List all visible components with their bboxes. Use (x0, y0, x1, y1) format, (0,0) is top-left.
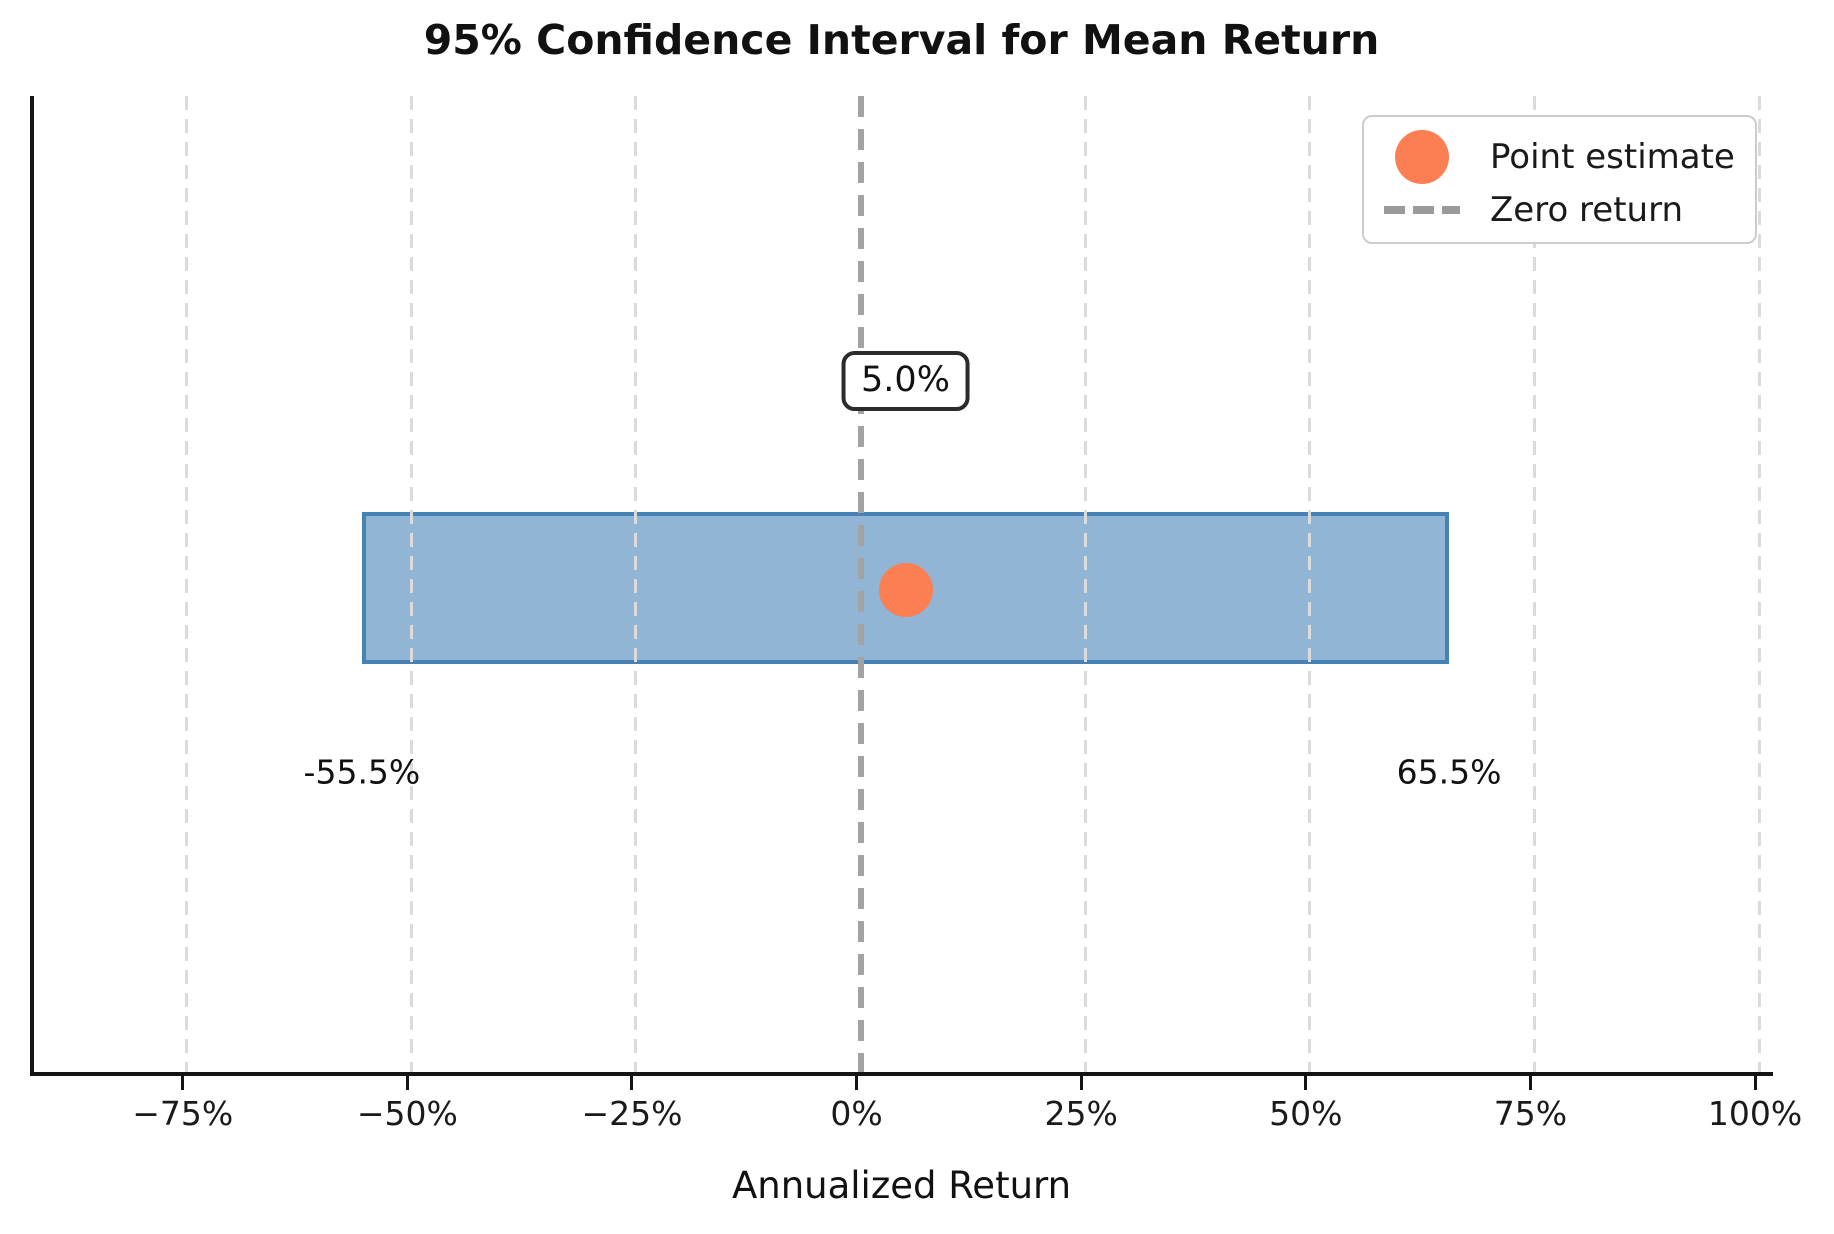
dashed-line-icon (1384, 205, 1460, 214)
x-tick-mark (1753, 1076, 1757, 1090)
x-tick-label: 0% (830, 1094, 883, 1133)
gridline (1083, 96, 1087, 1072)
legend-entry-point-estimate: Point estimate (1384, 129, 1735, 184)
point-estimate-marker (878, 563, 933, 617)
gridline (185, 96, 189, 1072)
x-tick-label: 50% (1269, 1094, 1343, 1133)
x-tick-mark (855, 1076, 859, 1090)
ci-upper-bound-label: 65.5% (1396, 752, 1502, 792)
x-tick-mark (630, 1076, 634, 1090)
point-estimate-annotation: 5.0% (841, 351, 970, 411)
legend-label: Zero return (1490, 189, 1684, 230)
point-estimate-value: 5.0% (861, 360, 950, 400)
x-tick-mark (1528, 1076, 1532, 1090)
x-axis-label: Annualized Return (731, 1164, 1072, 1207)
x-tick-mark (181, 1076, 185, 1090)
x-tick-mark (1304, 1076, 1308, 1090)
x-tick-mark (1079, 1076, 1083, 1090)
x-tick-mark (405, 1076, 409, 1090)
gridline (1308, 96, 1312, 1072)
x-tick-label: −50% (356, 1094, 458, 1133)
gridline (1532, 96, 1536, 1072)
gridline (634, 96, 638, 1072)
plot-area: 5.0% -55.5% 65.5% (30, 96, 1773, 1076)
chart-title: 95% Confidence Interval for Mean Return (423, 16, 1380, 64)
x-tick-label: −75% (132, 1094, 234, 1133)
ci-lower-bound-label: -55.5% (303, 752, 421, 792)
x-tick-label: 75% (1493, 1094, 1568, 1133)
legend-entry-zero-return: Zero return (1384, 190, 1735, 230)
x-tick-label: 100% (1707, 1094, 1803, 1133)
x-tick-label: −25% (581, 1094, 683, 1133)
point-estimate-icon (1395, 129, 1449, 184)
zero-return-line (857, 96, 864, 1072)
gridline (1757, 96, 1761, 1072)
legend: Point estimate Zero return (1362, 115, 1757, 244)
gridline (409, 96, 413, 1072)
legend-label: Point estimate (1490, 136, 1735, 177)
x-tick-label: 25% (1044, 1094, 1118, 1133)
